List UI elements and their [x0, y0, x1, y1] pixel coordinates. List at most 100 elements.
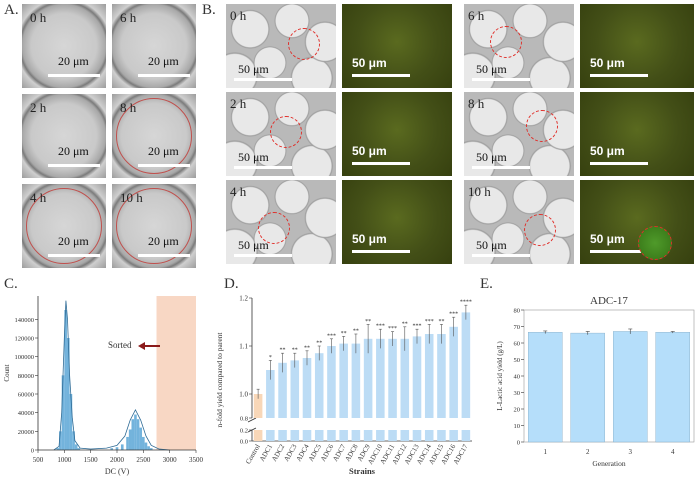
sorted-annotation: Sorted	[108, 340, 132, 350]
bar-upper	[278, 362, 287, 418]
bar-upper	[363, 338, 373, 418]
scale-label: 50 μm	[590, 144, 625, 158]
bar-lower	[363, 430, 373, 441]
x-axis-label: DC (V)	[105, 467, 130, 476]
significance-mark: ***	[376, 324, 385, 330]
y-tick-label: 140000	[15, 317, 35, 324]
scale-bar	[234, 166, 292, 169]
chart-c-histogram: 500 1000 1500 2000 2500 3000 3500 0 20000 40000 60…	[3, 296, 204, 476]
scale-bar	[234, 254, 292, 257]
bar-lower	[424, 430, 434, 441]
histogram-bar	[134, 414, 137, 450]
scale-label: 50 μm	[238, 150, 269, 164]
x-tick-label: 1	[544, 448, 548, 456]
histogram-bar	[142, 436, 145, 450]
histogram-bar	[74, 444, 78, 450]
sorted-region	[156, 296, 196, 450]
selected-droplet-ring	[288, 28, 320, 60]
fluorescence-tile: 50 μm	[342, 180, 452, 264]
micrograph-tile: 6 h 20 μm	[112, 4, 196, 88]
histogram-bar	[61, 375, 65, 450]
bar-lower	[437, 430, 446, 441]
bar-lower	[253, 430, 263, 441]
scale-label: 50 μm	[590, 56, 625, 70]
bar-upper	[449, 326, 458, 418]
time-label: 8 h	[468, 96, 485, 111]
significance-mark: **	[316, 341, 322, 347]
generation-bar	[570, 332, 605, 443]
scale-bar	[138, 254, 190, 257]
histogram-bar	[120, 444, 124, 450]
histogram-bar	[115, 447, 119, 450]
y-tick-label: 1.0	[239, 391, 248, 399]
x-tick-label: 1000	[57, 456, 72, 464]
histogram-bar	[139, 427, 143, 450]
y-axis-label: Count	[3, 364, 11, 381]
y-tick-label: 0.8	[240, 416, 248, 423]
chart-title: ADC-17	[590, 295, 628, 307]
scale-label: 50 μm	[238, 238, 269, 252]
fluorescence-tile: 50 μm	[580, 92, 694, 176]
y-tick-label: 1.1	[239, 343, 248, 351]
x-tick-label: 3500	[189, 456, 204, 464]
sorted-arrow-head	[138, 342, 145, 350]
y-tick-label: 100000	[15, 354, 35, 361]
time-label: 0 h	[230, 8, 247, 23]
scale-bar	[234, 78, 292, 81]
x-tick-label: 4	[671, 448, 675, 456]
histogram-bar	[64, 310, 67, 450]
y-tick-label: 30	[514, 390, 521, 397]
scale-bar	[352, 162, 410, 165]
selected-droplet-ring	[270, 116, 302, 148]
time-label: 8 h	[120, 100, 137, 115]
scale-label: 20 μm	[148, 234, 179, 248]
significance-mark: **	[292, 348, 298, 354]
y-tick-label: 120000	[15, 336, 35, 343]
bar-lower	[339, 430, 348, 441]
bar-lower	[314, 430, 324, 441]
time-label: 4 h	[30, 190, 47, 205]
y-tick-label: 0.0	[240, 439, 248, 446]
bar-lower	[266, 430, 275, 441]
bar-upper	[266, 370, 275, 418]
scale-bar	[472, 166, 530, 169]
time-label: 2 h	[230, 96, 247, 111]
bar-lower	[351, 430, 361, 441]
y-tick-label: 40	[514, 374, 521, 381]
generation-bar	[655, 332, 690, 443]
bar-upper	[290, 360, 300, 418]
bar-lower	[278, 430, 287, 441]
significance-mark: **	[304, 345, 310, 351]
bar-upper	[424, 334, 434, 418]
histogram-bar	[110, 448, 114, 450]
histogram-bar	[59, 431, 62, 450]
significance-mark: ***	[388, 326, 397, 332]
bright-field-tile: 8 h 50 μm	[464, 92, 574, 176]
scale-label: 50 μm	[476, 150, 507, 164]
histogram-bar	[149, 448, 153, 450]
y-tick-label: 1.2	[239, 295, 248, 303]
scale-label: 20 μm	[148, 54, 179, 68]
significance-mark: ***	[425, 319, 434, 325]
micrograph-tile: 4 h 20 μm	[22, 184, 106, 268]
chart-e-bar: ADC-17 0 10 20 30 40 50 60 70 80 1 2 3 4 Generation L-L…	[496, 295, 695, 468]
bar-lower	[302, 430, 312, 441]
y-tick-label: 40000	[18, 410, 34, 417]
time-label: 6 h	[120, 10, 137, 25]
panel-label-a: A.	[4, 2, 19, 18]
significance-mark: ***	[449, 312, 458, 318]
histogram-bar	[144, 442, 148, 450]
bar-upper	[461, 312, 471, 418]
fluorescence-tile: 50 μm	[342, 4, 452, 88]
y-tick-label: 0.2	[240, 428, 248, 435]
x-tick-label: 3000	[163, 456, 178, 464]
micrograph-tile: 2 h 20 μm	[22, 94, 106, 178]
scale-label: 20 μm	[58, 54, 89, 68]
histogram-bar	[66, 338, 70, 450]
y-tick-label: 20	[514, 407, 521, 414]
selected-droplet-ring	[258, 212, 290, 244]
x-tick-label: 3	[629, 448, 633, 456]
x-tick-label: 2	[586, 448, 590, 456]
bar-upper	[400, 338, 410, 418]
scale-bar	[138, 164, 190, 167]
